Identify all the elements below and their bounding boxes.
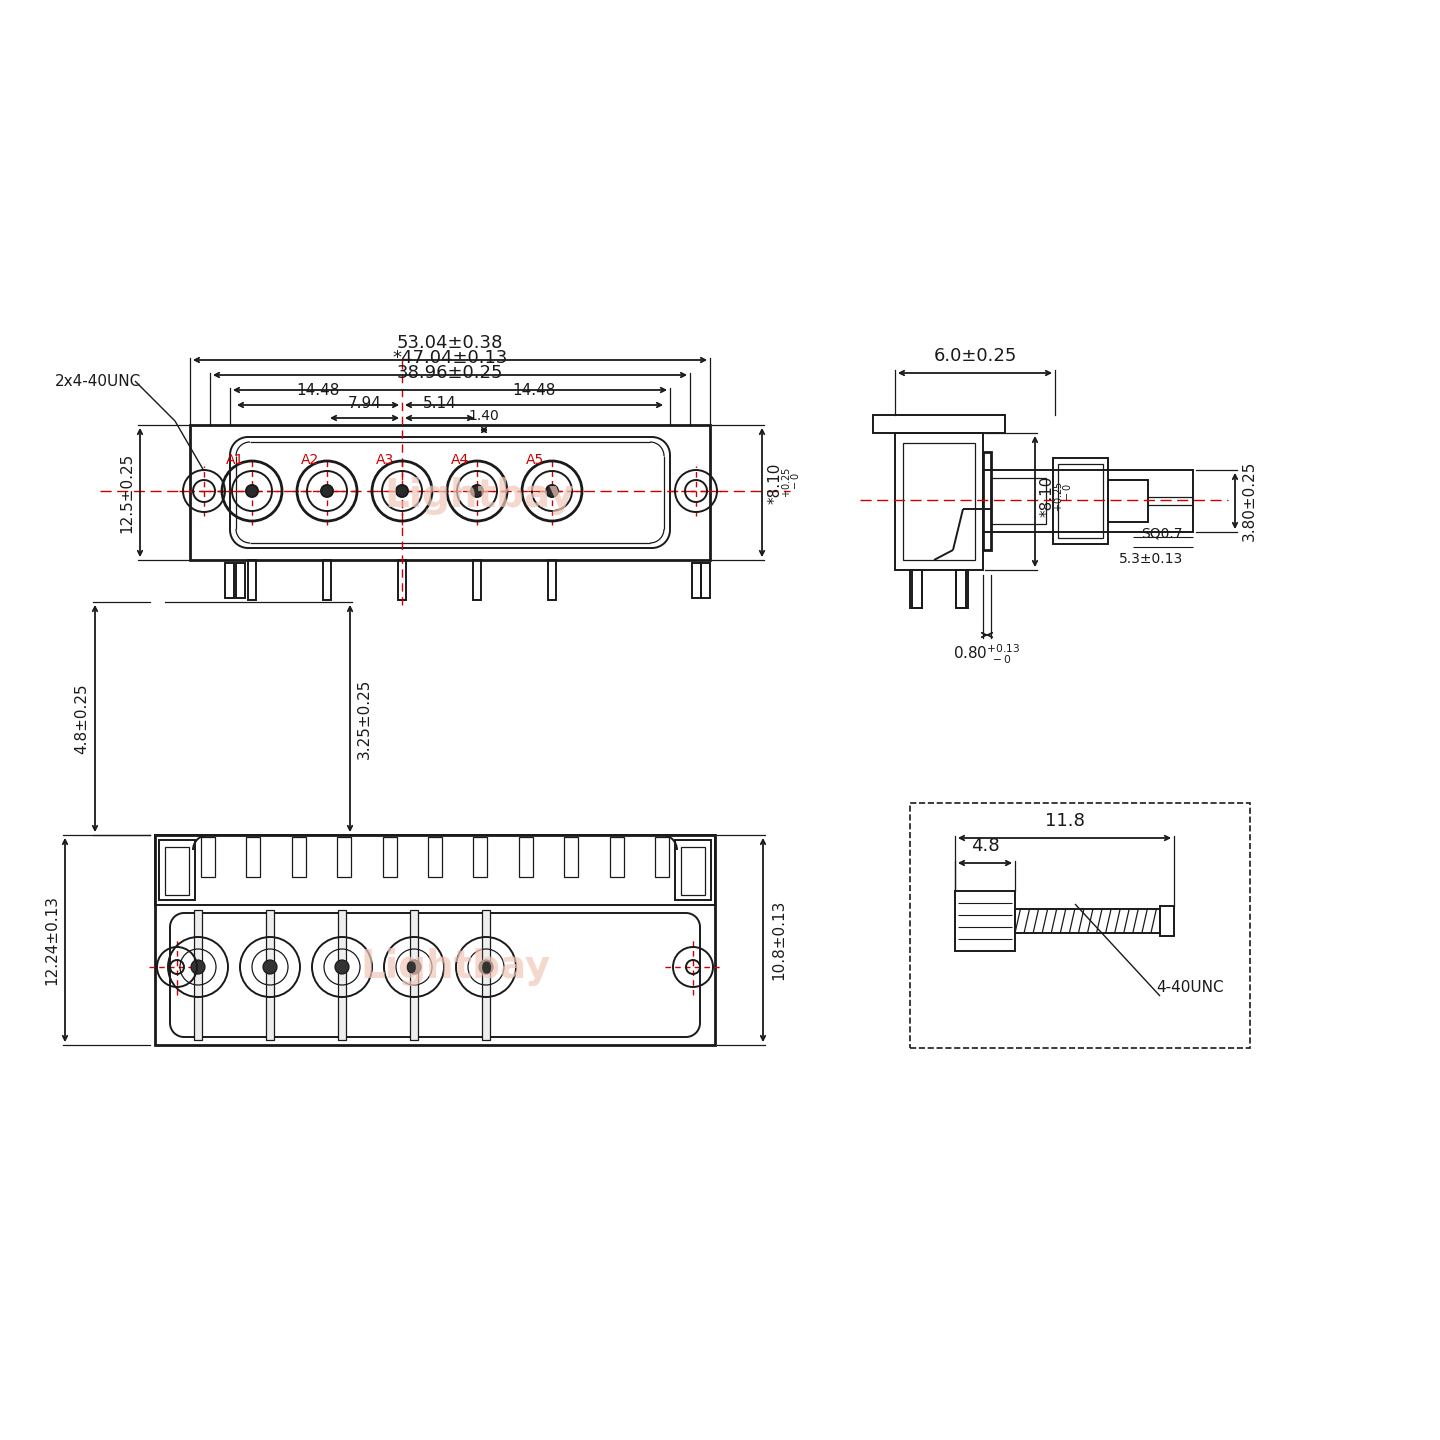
Bar [397,560,406,600]
Bar [1107,480,1148,523]
Bar [693,563,701,598]
Text: 2x4-40UNC: 2x4-40UNC [55,373,141,389]
Circle shape [321,485,333,497]
Text: 4.8: 4.8 [971,837,999,855]
Text: 4.8±0.25: 4.8±0.25 [73,683,89,753]
Text: 4-40UNC: 4-40UNC [1156,981,1224,995]
Bar [910,804,1250,1048]
Text: *47.04±0.13: *47.04±0.13 [392,348,508,367]
Bar [1161,906,1174,936]
Text: A2: A2 [301,454,320,467]
Bar [383,837,396,877]
Bar [472,560,481,600]
Text: A5: A5 [526,454,544,467]
Bar [956,570,966,608]
Bar [984,469,1192,531]
Circle shape [480,960,492,973]
Circle shape [396,485,408,497]
Bar [337,837,351,877]
Bar [701,563,710,598]
Bar [549,560,556,600]
Text: 53.04±0.38: 53.04±0.38 [397,334,503,351]
Bar [190,425,710,560]
Bar [1015,909,1161,933]
Text: 11.8: 11.8 [1044,812,1084,829]
Bar [873,415,1005,433]
Bar [1058,464,1103,539]
Bar [984,452,991,550]
Text: 12.24±0.13: 12.24±0.13 [45,896,59,985]
Bar [896,433,984,570]
Text: $^{+0.25}_{\ \ \ -0}$: $^{+0.25}_{\ \ \ -0}$ [1053,481,1074,511]
Bar [910,570,922,608]
Text: A4: A4 [451,454,469,467]
Text: SQ0.7: SQ0.7 [1142,526,1184,540]
Bar [156,835,716,904]
Text: 7.94: 7.94 [347,396,382,410]
Circle shape [264,960,276,973]
Text: 3.80±0.25: 3.80±0.25 [1241,461,1257,541]
Bar [518,837,533,877]
Bar [158,840,194,900]
Bar [323,560,331,600]
Bar [292,837,305,877]
Bar [166,847,189,896]
Text: A3: A3 [376,454,395,467]
Bar [248,560,256,600]
Circle shape [471,485,482,497]
Text: 1.40: 1.40 [468,409,500,423]
Bar [246,837,261,877]
Bar [225,563,235,598]
Bar [156,835,716,1045]
Text: 5.3±0.13: 5.3±0.13 [1119,552,1184,566]
Text: 5.14: 5.14 [422,396,456,410]
Bar [202,837,215,877]
Text: 14.48: 14.48 [297,383,340,397]
Text: $0.80^{+0.13}_{\ -0}$: $0.80^{+0.13}_{\ -0}$ [953,644,1021,667]
Bar [428,837,442,877]
Bar [266,910,274,1040]
Text: 6.0±0.25: 6.0±0.25 [933,347,1017,364]
Bar [956,570,968,608]
Circle shape [546,485,557,497]
Text: 10.8±0.13: 10.8±0.13 [770,900,786,981]
Bar [903,444,975,560]
Circle shape [408,960,420,973]
Bar [912,570,922,608]
Text: 3.25±0.25: 3.25±0.25 [357,678,372,759]
Text: A1: A1 [226,454,245,467]
Text: 38.96±0.25: 38.96±0.25 [397,364,503,382]
Circle shape [246,485,258,497]
Bar [194,910,202,1040]
Bar [1053,458,1107,544]
Bar [236,563,245,598]
Text: *8.10: *8.10 [768,462,783,504]
Text: Lightbay: Lightbay [384,477,575,516]
Text: $^{+0.25}_{\ \ -0}$: $^{+0.25}_{\ \ -0}$ [780,468,802,498]
Bar [609,837,624,877]
Text: *8.10: *8.10 [1040,475,1056,517]
Bar [482,910,490,1040]
Text: Lightbay: Lightbay [360,948,550,986]
Circle shape [192,960,204,973]
Circle shape [336,960,348,973]
Bar [338,910,346,1040]
Bar [955,891,1015,950]
Bar [474,837,487,877]
Bar [410,910,418,1040]
Text: 14.48: 14.48 [513,383,556,397]
Bar [675,840,711,900]
Bar [991,478,1045,524]
Bar [564,837,579,877]
Text: 12.5±0.25: 12.5±0.25 [120,452,134,533]
Bar [655,837,670,877]
Bar [681,847,706,896]
